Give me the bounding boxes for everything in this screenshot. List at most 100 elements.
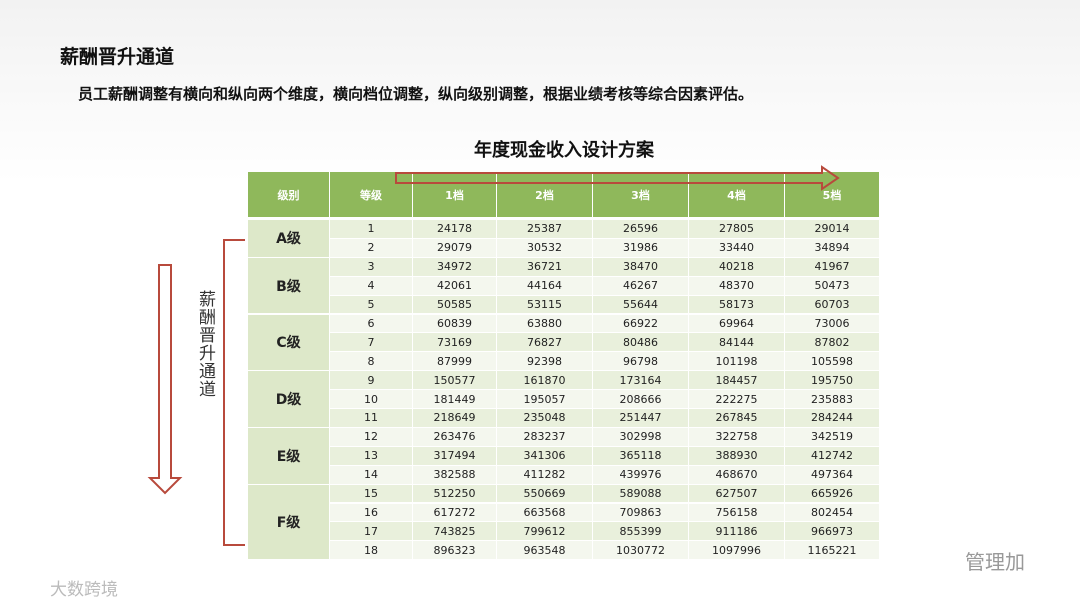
grade-cell: 17 [330,522,413,542]
value-cell: 33440 [689,238,785,258]
value-cell: 222275 [689,390,785,409]
grade-cell: 13 [330,446,413,466]
value-cell: 743825 [413,522,497,542]
level-cell: F级 [248,484,330,561]
value-cell: 799612 [497,522,593,542]
value-cell: 69964 [689,314,785,334]
grade-cell: 18 [330,541,413,561]
value-cell: 322758 [689,427,785,447]
grade-cell: 10 [330,390,413,409]
value-cell: 382588 [413,465,497,485]
value-cell: 235883 [785,390,880,409]
value-cell: 55644 [593,295,689,315]
value-cell: 27805 [689,220,785,239]
header-cell: 4档 [689,172,785,218]
value-cell: 60703 [785,295,880,315]
value-cell: 38470 [593,257,689,277]
watermark-left: 大数跨境 [50,580,118,600]
value-cell: 665926 [785,484,880,504]
value-cell: 181449 [413,390,497,409]
value-cell: 709863 [593,503,689,523]
table-title: 年度现金收入设计方案 [474,140,654,161]
value-cell: 29014 [785,220,880,239]
value-cell: 283237 [497,427,593,447]
value-cell: 512250 [413,484,497,504]
value-cell: 1030772 [593,541,689,561]
value-cell: 87999 [413,352,497,372]
value-cell: 63880 [497,314,593,334]
value-cell: 36721 [497,257,593,277]
level-cell: B级 [248,257,330,315]
value-cell: 173164 [593,371,689,391]
value-cell: 342519 [785,427,880,447]
grade-cell: 16 [330,503,413,523]
value-cell: 26596 [593,220,689,239]
grade-cell: 4 [330,276,413,296]
value-cell: 58173 [689,295,785,315]
value-cell: 235048 [497,409,593,428]
header-cell: 5档 [785,172,880,218]
value-cell: 896323 [413,541,497,561]
grade-cell: 5 [330,295,413,315]
value-cell: 388930 [689,446,785,466]
bracket [223,239,245,546]
value-cell: 50585 [413,295,497,315]
value-cell: 195750 [785,371,880,391]
value-cell: 80486 [593,333,689,353]
value-cell: 76827 [497,333,593,353]
value-cell: 911186 [689,522,785,542]
header-cell: 级别 [248,172,330,218]
watermark-right: 管理加 [965,550,1025,574]
value-cell: 96798 [593,352,689,372]
grade-cell: 11 [330,409,413,428]
value-cell: 40218 [689,257,785,277]
value-cell: 302998 [593,427,689,447]
grade-cell: 1 [330,220,413,239]
value-cell: 855399 [593,522,689,542]
value-cell: 263476 [413,427,497,447]
slide-title: 薪酬晋升通道 [60,46,175,68]
value-cell: 50473 [785,276,880,296]
value-cell: 497364 [785,465,880,485]
value-cell: 963548 [497,541,593,561]
value-cell: 66922 [593,314,689,334]
value-cell: 802454 [785,503,880,523]
vertical-arrow [147,264,183,495]
value-cell: 284244 [785,409,880,428]
value-cell: 550669 [497,484,593,504]
value-cell: 208666 [593,390,689,409]
value-cell: 87802 [785,333,880,353]
level-cell: A级 [248,220,330,258]
value-cell: 161870 [497,371,593,391]
grade-cell: 6 [330,314,413,334]
value-cell: 317494 [413,446,497,466]
value-cell: 195057 [497,390,593,409]
value-cell: 341306 [497,446,593,466]
value-cell: 663568 [497,503,593,523]
value-cell: 1097996 [689,541,785,561]
value-cell: 412742 [785,446,880,466]
value-cell: 251447 [593,409,689,428]
value-cell: 267845 [689,409,785,428]
value-cell: 468670 [689,465,785,485]
value-cell: 24178 [413,220,497,239]
header-cell: 1档 [413,172,497,218]
value-cell: 627507 [689,484,785,504]
value-cell: 365118 [593,446,689,466]
value-cell: 25387 [497,220,593,239]
value-cell: 589088 [593,484,689,504]
value-cell: 73169 [413,333,497,353]
value-cell: 439976 [593,465,689,485]
description: 员工薪酬调整有横向和纵向两个维度，横向档位调整，纵向级别调整，根据业绩考核等综合… [78,85,754,103]
value-cell: 60839 [413,314,497,334]
value-cell: 73006 [785,314,880,334]
value-cell: 218649 [413,409,497,428]
value-cell: 617272 [413,503,497,523]
side-label: 薪酬晋升通道 [195,290,215,398]
value-cell: 34894 [785,238,880,258]
value-cell: 150577 [413,371,497,391]
grade-cell: 14 [330,465,413,485]
grade-cell: 9 [330,371,413,391]
value-cell: 29079 [413,238,497,258]
